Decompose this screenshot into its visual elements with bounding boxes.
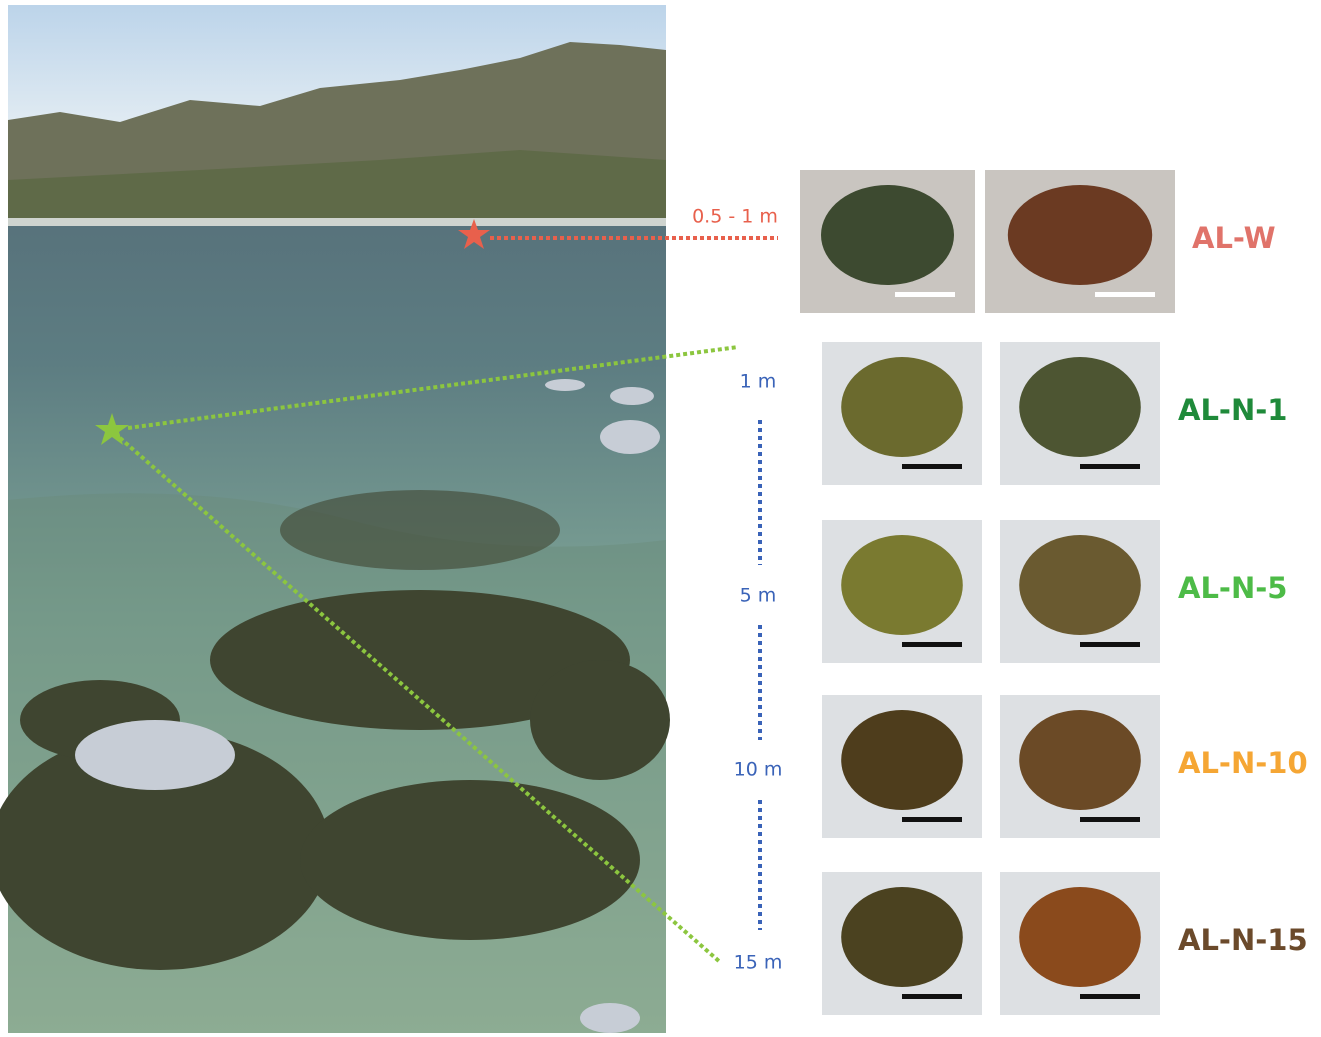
scale-bar	[1095, 292, 1155, 297]
sample-specimen	[1007, 185, 1153, 285]
sample-label: AL-N-15	[1178, 923, 1308, 957]
sample-label: AL-N-1	[1178, 393, 1287, 427]
scale-bar	[895, 292, 955, 297]
sample-specimen	[1019, 887, 1141, 987]
scale-bar	[1080, 642, 1140, 647]
scale-bar	[1080, 464, 1140, 469]
sample-label: AL-N-5	[1178, 571, 1287, 605]
sample-photos	[800, 170, 1175, 1015]
scale-bar	[902, 464, 962, 469]
lake-photo	[0, 5, 670, 1033]
sample-label: AL-N-10	[1178, 746, 1308, 780]
scale-bar	[902, 642, 962, 647]
sample-specimen	[1019, 357, 1141, 457]
connectors	[118, 236, 778, 964]
depth-label: 1 m	[740, 371, 777, 393]
sample-specimen	[1019, 535, 1141, 635]
surface-depth: 0.5 - 1 m	[692, 206, 778, 228]
depth-label: 15 m	[734, 952, 783, 974]
sample-specimen	[841, 710, 963, 810]
sample-specimen	[841, 887, 963, 987]
scale-bar	[1080, 817, 1140, 822]
scale-bar	[1080, 994, 1140, 999]
sample-specimen	[821, 185, 954, 285]
sample-label: AL-W	[1192, 221, 1276, 255]
scale-bar	[902, 817, 962, 822]
depth-label: 5 m	[740, 585, 777, 607]
scale-bar	[902, 994, 962, 999]
depth-label: 10 m	[734, 759, 783, 781]
star-markers	[95, 219, 490, 445]
sample-specimen	[841, 535, 963, 635]
sample-specimen	[841, 357, 963, 457]
sample-specimen	[1019, 710, 1141, 810]
